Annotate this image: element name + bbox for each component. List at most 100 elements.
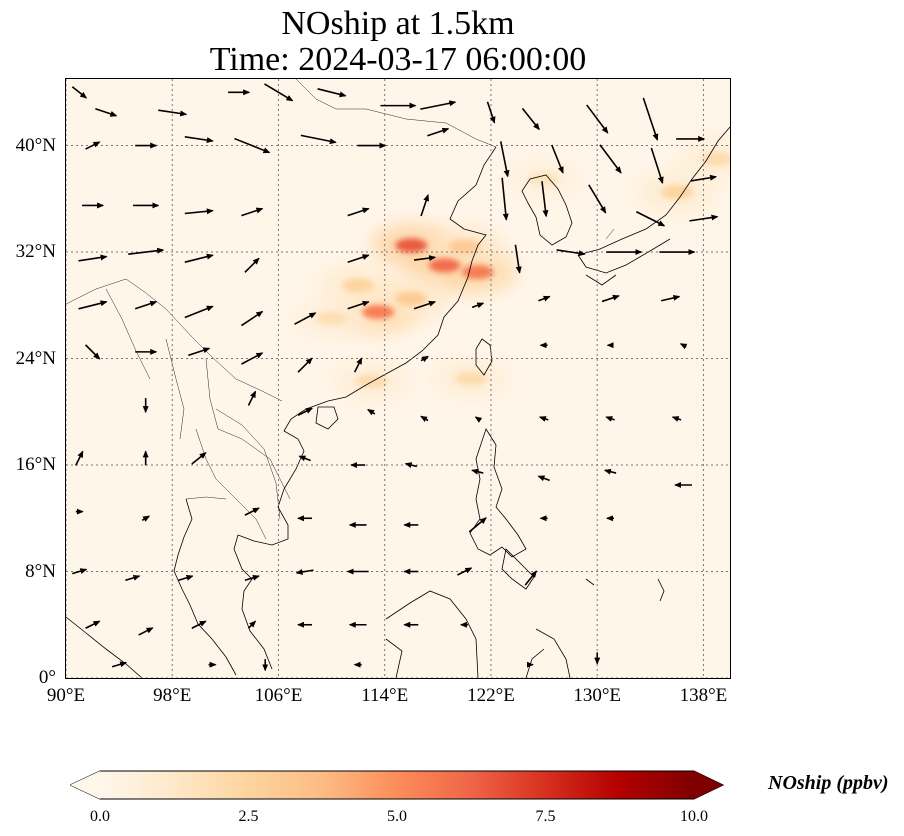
wind-arrow: [244, 507, 260, 516]
wind-arrow: [538, 295, 551, 302]
wind-arrow: [635, 211, 666, 227]
wind-vectors: [71, 83, 719, 672]
coastlines: [66, 126, 730, 678]
wind-arrow: [427, 127, 450, 137]
wind-arrow: [75, 450, 84, 466]
wind-arrow: [586, 104, 609, 134]
wind-arrow: [85, 620, 101, 629]
wind-arrow: [184, 136, 214, 144]
concentration-hotspot: [342, 278, 375, 293]
wind-arrow: [537, 475, 550, 482]
wind-arrow: [347, 207, 370, 217]
wind-arrow: [556, 249, 586, 257]
wind-arrow: [538, 416, 549, 422]
colorbar-tick-label: 7.5: [535, 808, 556, 825]
wind-arrow: [471, 468, 484, 475]
concentration-hotspot: [315, 311, 348, 326]
wind-arrow: [241, 207, 264, 217]
concentration-hotspot: [395, 238, 428, 253]
map-title: NOship at 1.5km: [281, 5, 515, 42]
wind-arrow: [184, 305, 214, 319]
wind-arrow: [690, 174, 718, 182]
wind-arrow: [191, 452, 207, 465]
wind-arrow: [298, 455, 311, 462]
wind-arrow: [78, 300, 108, 310]
wind-arrow: [184, 253, 214, 263]
wind-arrow: [603, 468, 617, 475]
wind-arrow: [71, 86, 88, 99]
wind-arrow: [524, 570, 538, 586]
colorbar-tick-label: 2.5: [238, 808, 259, 825]
longitude-tick-label: 98°E: [153, 685, 192, 706]
wind-arrow: [188, 347, 211, 357]
concentration-hotspot: [362, 304, 395, 319]
wind-arrow: [297, 407, 313, 416]
wind-arrow: [95, 108, 118, 117]
wind-arrow: [138, 627, 154, 636]
gridlines: [66, 79, 730, 678]
longitude-tick-label: 90°E: [46, 685, 86, 706]
wind-arrow: [413, 300, 437, 310]
wind-arrow: [240, 310, 264, 327]
map-canvas: [66, 79, 730, 678]
wind-arrow: [404, 462, 418, 468]
wind-arrow: [244, 257, 260, 273]
wind-arrow: [689, 214, 719, 222]
wind-arrow: [420, 355, 429, 363]
latitude-tick-label: 0°: [38, 667, 56, 688]
wind-arrow: [264, 83, 294, 102]
wind-arrow: [134, 300, 158, 310]
latitude-tick-label: 32°N: [15, 241, 56, 263]
wind-arrow: [128, 247, 165, 255]
concentration-hotspot: [528, 171, 561, 186]
wind-arrow: [247, 390, 257, 406]
wind-arrow: [158, 109, 188, 117]
wind-arrow: [551, 144, 564, 174]
wind-arrow: [353, 357, 363, 373]
longitude-tick-label: 114°E: [361, 685, 409, 706]
wind-arrow: [72, 568, 88, 575]
map-panel: [65, 78, 731, 679]
wind-arrow: [85, 141, 101, 150]
concentration-hotspot: [455, 371, 488, 386]
latitude-tick-label: 40°N: [15, 134, 56, 156]
wind-arrow: [486, 101, 496, 124]
wind-arrow: [347, 300, 370, 310]
wind-arrow: [413, 255, 437, 262]
concentration-hotspot: [660, 185, 693, 200]
wind-arrow: [501, 177, 509, 221]
wind-arrow: [191, 620, 207, 629]
colorbar-tick-label: 0.0: [90, 808, 110, 825]
concentration-hotspot: [355, 374, 388, 389]
wind-arrow: [457, 567, 473, 576]
wind-arrow: [247, 620, 257, 629]
wind-arrow: [588, 184, 607, 214]
longitude-tick-label: 122°E: [467, 685, 515, 706]
latitude-tick-label: 24°N: [15, 347, 56, 369]
longitude-tick-label: 138°E: [679, 685, 728, 706]
wind-arrow: [605, 416, 615, 422]
wind-arrow: [474, 416, 483, 423]
longitude-tick-label: 106°E: [254, 685, 303, 706]
colorbar-tick-label: 10.0: [680, 808, 708, 825]
wind-arrow: [471, 302, 485, 309]
concentration-hotspot: [461, 265, 494, 280]
colorbar-extend-high: [694, 771, 723, 799]
wind-arrow: [125, 574, 141, 582]
longitude-tick-label: 130°E: [573, 685, 622, 706]
wind-arrow: [650, 147, 664, 184]
wind-arrow: [601, 294, 620, 303]
colorbar-tick-label: 5.0: [387, 808, 407, 825]
concentration-field: [291, 136, 730, 404]
concentration-hotspot: [428, 258, 461, 273]
map-timestamp: Time: 2024-03-17 06:00:00: [209, 41, 587, 78]
wind-arrow: [499, 141, 510, 178]
wind-arrow: [300, 134, 337, 145]
wind-arrow: [234, 137, 271, 154]
concentration-hotspot: [448, 239, 481, 254]
wind-arrow: [541, 181, 549, 218]
wind-arrow: [420, 194, 430, 217]
colorbar: [70, 770, 724, 800]
wind-arrow: [241, 352, 264, 365]
wind-arrow: [295, 568, 314, 575]
